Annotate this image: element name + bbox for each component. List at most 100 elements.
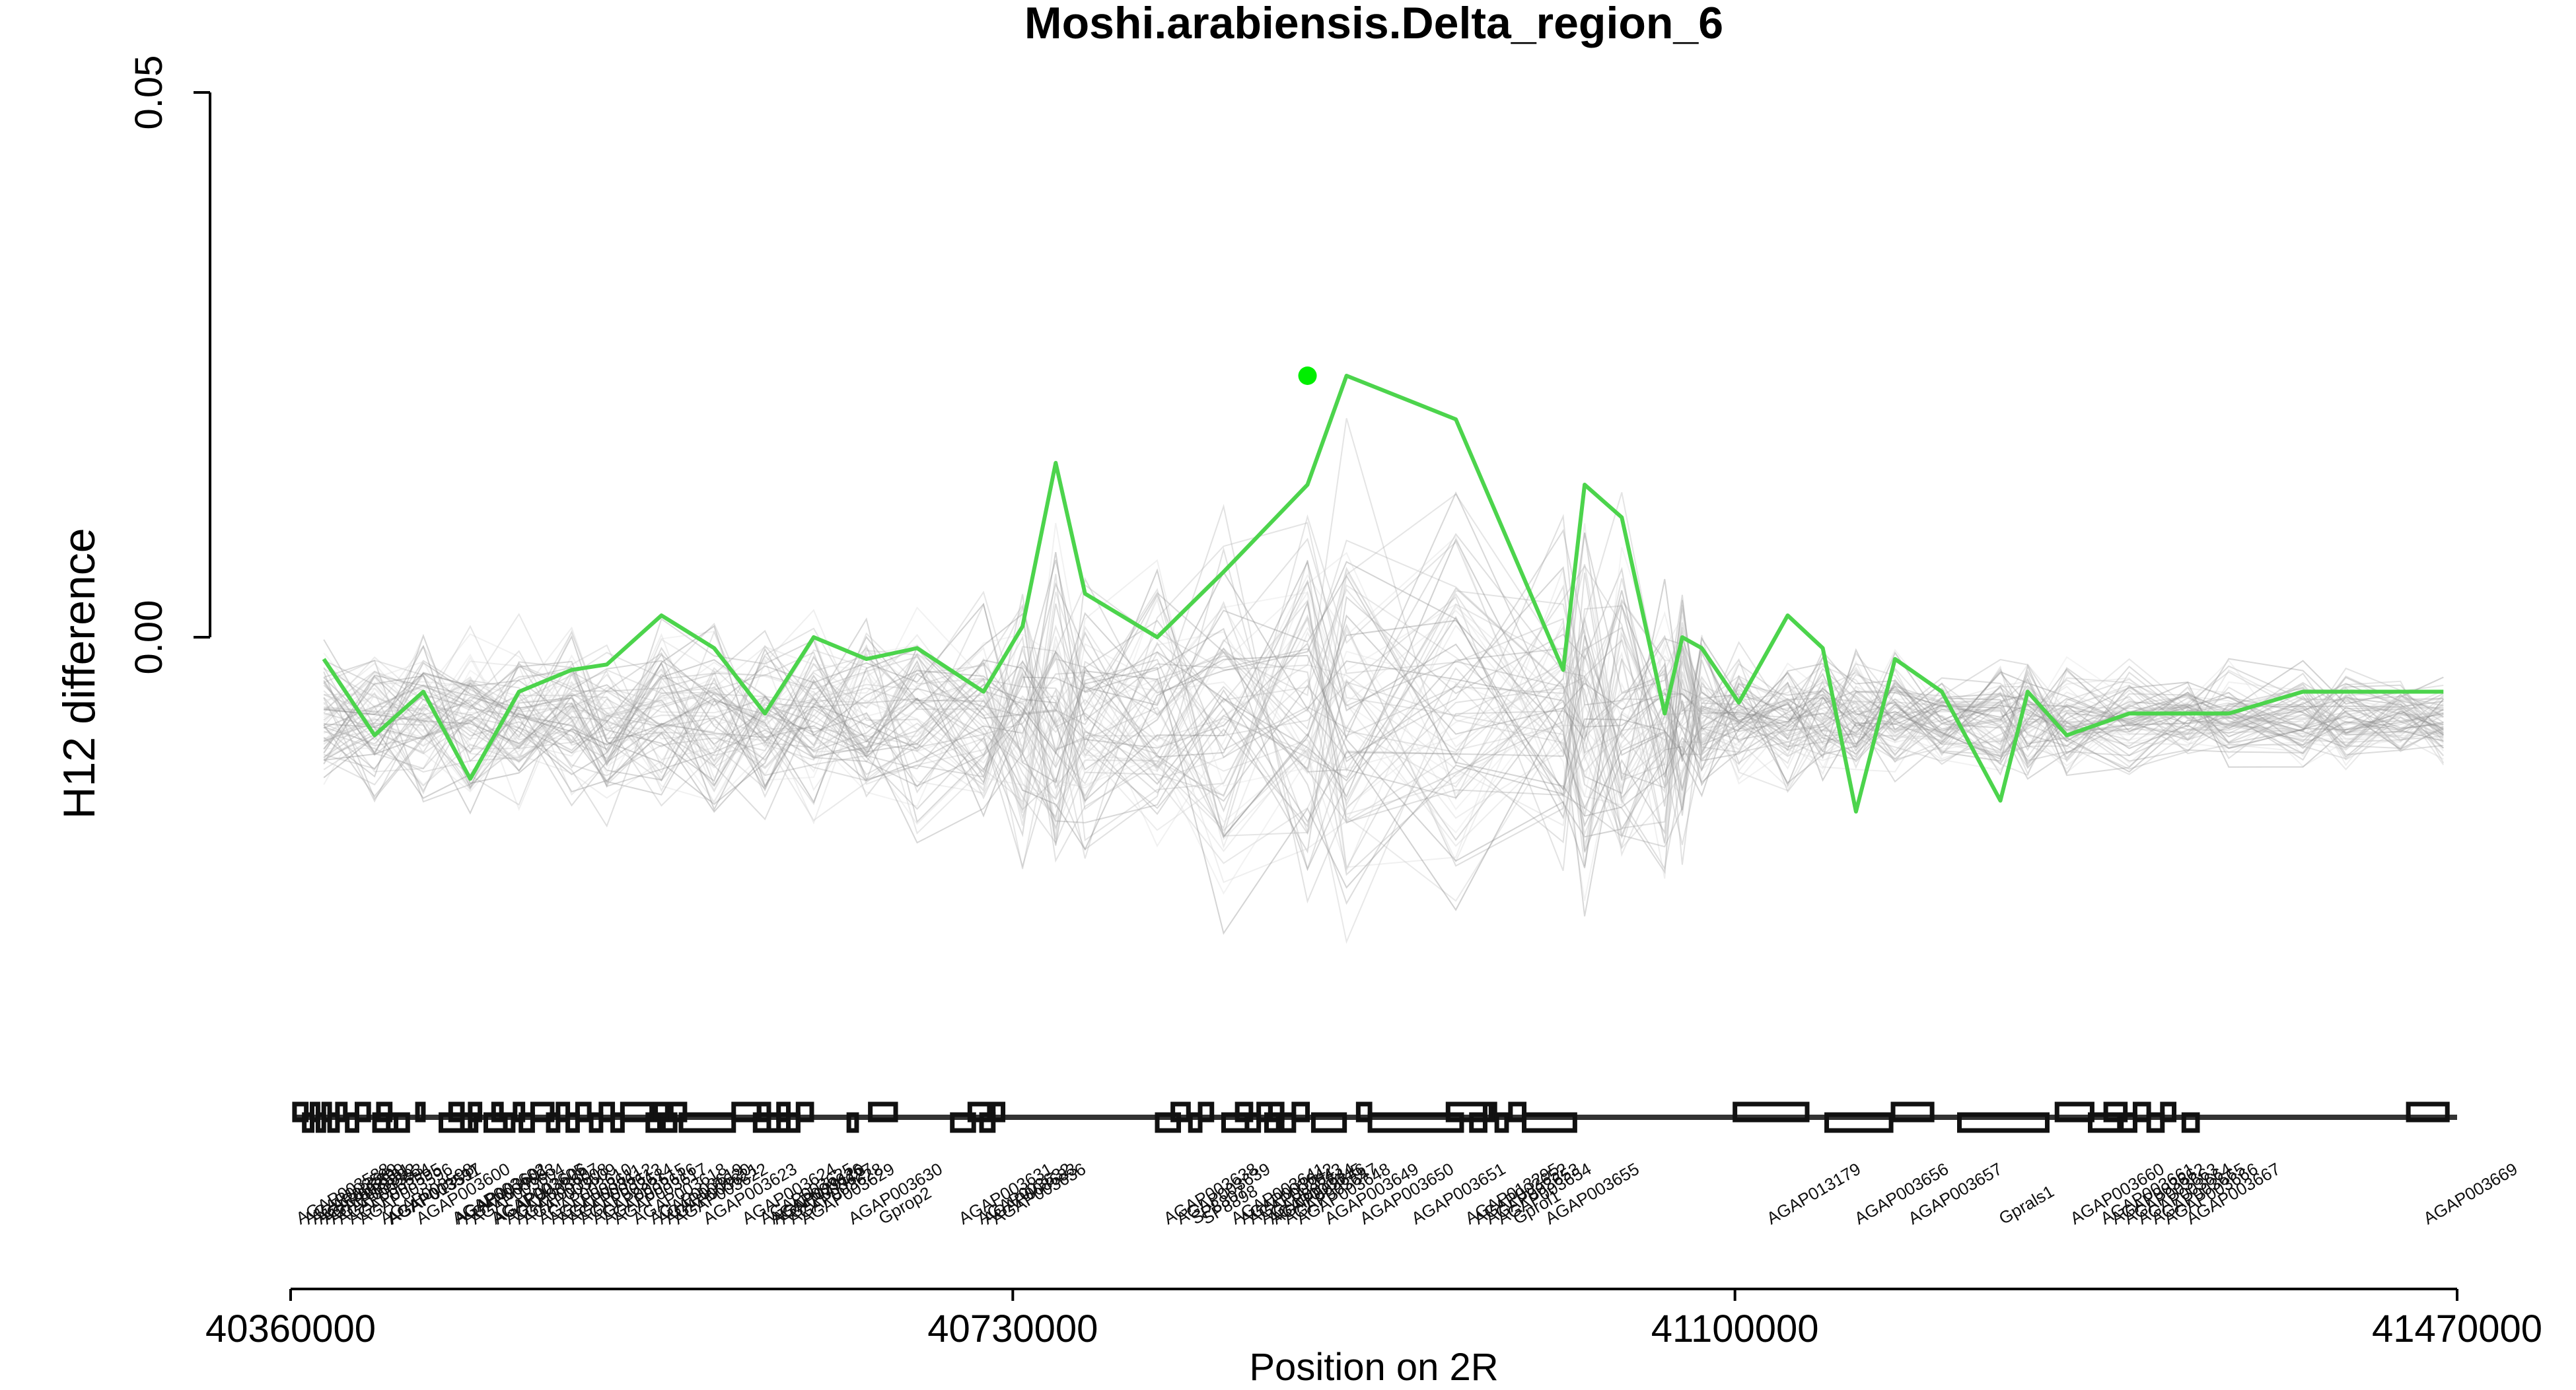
gene-box bbox=[1508, 1101, 1527, 1123]
y-axis-label: H12 difference bbox=[54, 528, 104, 819]
background-lines bbox=[323, 418, 2445, 944]
gene-box bbox=[2146, 1112, 2165, 1133]
gene-box bbox=[2103, 1101, 2128, 1123]
background-line bbox=[323, 561, 2444, 838]
gene-box bbox=[1268, 1101, 1285, 1123]
gene-box bbox=[491, 1101, 504, 1123]
background-line bbox=[323, 596, 2444, 872]
background-line bbox=[323, 560, 2444, 871]
gene-box bbox=[987, 1101, 1006, 1123]
gene-box bbox=[756, 1101, 771, 1123]
gene-box bbox=[2406, 1101, 2450, 1123]
background-line bbox=[323, 642, 2445, 785]
background-line bbox=[323, 592, 2444, 799]
gene-box bbox=[668, 1101, 688, 1123]
gene-box bbox=[1170, 1101, 1191, 1123]
gene-box bbox=[448, 1101, 465, 1123]
gene-box bbox=[354, 1101, 371, 1123]
background-line bbox=[323, 580, 2444, 802]
gene-box bbox=[555, 1101, 571, 1123]
background-line bbox=[323, 547, 2445, 866]
background-line bbox=[323, 514, 2444, 829]
background-line bbox=[323, 532, 2444, 824]
gene-box bbox=[321, 1101, 332, 1123]
gene-box bbox=[1155, 1112, 1182, 1133]
gene-box bbox=[1494, 1112, 1509, 1133]
background-line bbox=[323, 652, 2444, 902]
gene-box bbox=[530, 1101, 555, 1123]
gene-box bbox=[575, 1101, 592, 1123]
background-line bbox=[323, 590, 2444, 874]
gene-box bbox=[565, 1112, 580, 1133]
background-line bbox=[323, 625, 2444, 944]
gene-box bbox=[786, 1112, 801, 1133]
background-line bbox=[323, 630, 2444, 821]
gene-box bbox=[950, 1112, 976, 1133]
gene-box bbox=[776, 1101, 791, 1123]
gene-box bbox=[345, 1112, 359, 1133]
gene-box bbox=[519, 1112, 535, 1133]
background-line bbox=[323, 533, 2445, 804]
gene-box bbox=[310, 1101, 320, 1123]
gene-box bbox=[1469, 1112, 1487, 1133]
background-line bbox=[324, 625, 2444, 864]
gene-box bbox=[1367, 1112, 1464, 1133]
background-line bbox=[324, 552, 2444, 838]
background-line bbox=[323, 588, 2444, 870]
background-line bbox=[323, 539, 2445, 867]
background-line bbox=[323, 644, 2444, 876]
focal-series bbox=[322, 366, 2444, 814]
gene-box bbox=[1234, 1101, 1254, 1123]
background-line bbox=[323, 566, 2444, 796]
background-line bbox=[323, 570, 2444, 801]
focal-peak-point bbox=[1298, 366, 1317, 385]
background-line bbox=[323, 571, 2444, 818]
gene-box bbox=[2119, 1112, 2137, 1133]
chart-title: Moshi.arabiensis.Delta_region_6 bbox=[1024, 0, 1723, 48]
background-line bbox=[323, 523, 2444, 884]
background-line bbox=[323, 587, 2445, 874]
gene-box bbox=[503, 1112, 516, 1133]
gene-box bbox=[2181, 1112, 2200, 1133]
background-line bbox=[323, 574, 2444, 817]
gene-box bbox=[460, 1112, 473, 1133]
background-line bbox=[324, 559, 2444, 868]
background-line bbox=[323, 594, 2444, 837]
y-tick-label: 0.00 bbox=[127, 600, 170, 675]
background-line bbox=[323, 564, 2444, 823]
background-line bbox=[323, 601, 2444, 831]
background-line bbox=[323, 559, 2444, 871]
x-tick-label: 41470000 bbox=[2372, 1307, 2542, 1350]
background-line bbox=[323, 579, 2444, 868]
gene-box bbox=[1198, 1101, 1215, 1123]
gene-box bbox=[846, 1112, 859, 1133]
background-line bbox=[323, 492, 2444, 842]
gene-box bbox=[439, 1112, 479, 1133]
gene-box bbox=[678, 1112, 736, 1133]
background-line bbox=[323, 491, 2445, 917]
gene-box bbox=[468, 1101, 483, 1123]
background-line bbox=[323, 662, 2444, 844]
background-line bbox=[323, 522, 2444, 848]
gene-box bbox=[1355, 1101, 1373, 1123]
gene-box bbox=[1244, 1112, 1262, 1133]
gene-box bbox=[302, 1112, 315, 1133]
gene-label: AGAP013179 bbox=[1763, 1159, 1864, 1228]
gene-box bbox=[335, 1101, 348, 1123]
gene-box bbox=[315, 1112, 326, 1133]
gene-box bbox=[2132, 1101, 2151, 1123]
background-line bbox=[323, 590, 2444, 911]
background-line bbox=[323, 584, 2444, 807]
gene-track: AGAP003588AGAP003589AGAP003590AGAP003591… bbox=[292, 1101, 2521, 1228]
gene-box bbox=[766, 1112, 781, 1133]
background-line bbox=[323, 611, 2444, 809]
axes: 0.00 0.05 40360000 40730000 41100000 41470000 bbox=[127, 55, 2542, 1350]
gene-box bbox=[1279, 1112, 1297, 1133]
background-line bbox=[323, 522, 2444, 859]
gene-box bbox=[292, 1101, 309, 1123]
gene-box bbox=[386, 1112, 399, 1133]
gene-box bbox=[1824, 1112, 1894, 1133]
x-axis-label: Position on 2R bbox=[1249, 1346, 1498, 1387]
background-line bbox=[323, 573, 2444, 871]
